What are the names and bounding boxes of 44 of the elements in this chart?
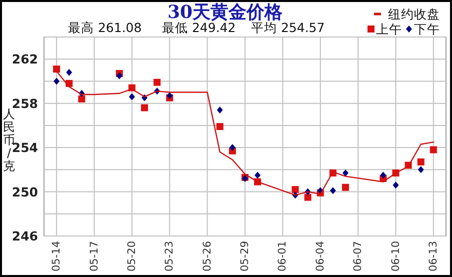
text: 最低 249.42 [162, 20, 236, 35]
x-tick-label: 05-14 [50, 240, 63, 272]
point [304, 194, 312, 201]
y-tick-label: 258 [12, 96, 38, 111]
x-tick-label: 06-10 [390, 241, 402, 272]
point [418, 166, 424, 174]
point [392, 182, 399, 189]
point [380, 172, 386, 179]
legend-label: 纽约收盘 [388, 6, 440, 22]
point [53, 66, 60, 73]
point [330, 187, 336, 194]
x-tick-label: 06-13 [427, 241, 440, 272]
text: 平均 254.57 [251, 20, 325, 35]
chart-title: 30天黄金价格 [167, 2, 284, 23]
text: 最高 261.08 [68, 20, 142, 35]
x-tick-label: 05-23 [164, 241, 176, 272]
point [216, 123, 224, 130]
point [216, 106, 223, 114]
x-tick-label: 05-26 [201, 240, 214, 272]
x-tick-label: 06-01 [276, 241, 289, 272]
point [54, 78, 60, 85]
legend-label: 上午 [376, 22, 402, 36]
legend-label: 下午 [414, 22, 440, 36]
point [254, 172, 261, 179]
point [342, 169, 348, 176]
point [66, 68, 72, 76]
y-tick-label: 246 [12, 228, 38, 244]
x-tick-label: 05-20 [126, 241, 138, 272]
y-tick-label: 262 [12, 52, 38, 67]
y-tick-label: 250 [12, 184, 38, 200]
point [292, 186, 299, 194]
x-tick-label: 05-17 [88, 241, 100, 272]
x-tick-label: 06-07 [352, 241, 364, 272]
point [229, 144, 236, 152]
x-tick-label: 05-29 [239, 241, 251, 272]
point [141, 104, 148, 112]
point [116, 72, 122, 80]
point [417, 158, 424, 166]
point [128, 93, 135, 100]
point [78, 95, 86, 102]
point [154, 78, 161, 86]
x-tick-label: 06-04 [314, 240, 326, 272]
point [430, 146, 437, 154]
point [342, 184, 349, 191]
